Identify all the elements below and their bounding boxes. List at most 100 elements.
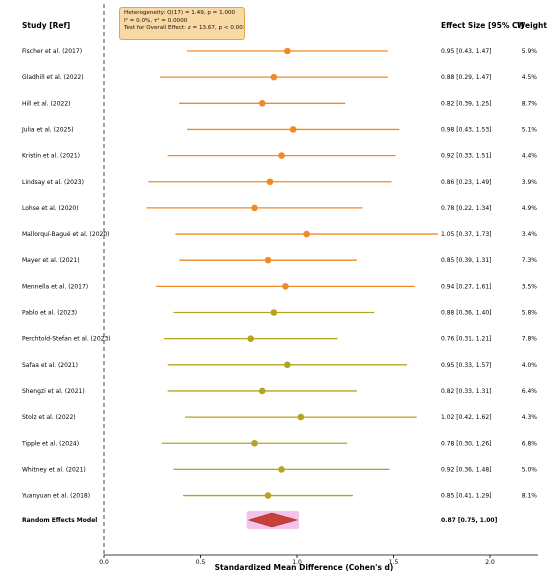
weight-text: 5.9% — [522, 48, 538, 55]
study-row: Fischer et al. (2017) 0.95 [0.43, 1.47] 5.… — [22, 47, 538, 55]
effect-point — [303, 230, 310, 238]
effect-point — [251, 204, 258, 212]
weight-text: 7.8% — [522, 336, 538, 343]
effect-point — [258, 387, 266, 395]
study-row: Kristin et al. (2021) 0.92 [0.33, 1.51] 4.… — [22, 152, 538, 160]
column-headers: Study [Ref] Effect Size [95% CI] Weight — [22, 21, 547, 30]
summary-diamond — [247, 512, 299, 528]
study-row: Lohse et al. (2020) 0.78 [0.22, 1.34] 4.9% — [22, 204, 538, 212]
weight-text: 4.9% — [522, 205, 538, 212]
summary-row: Random Effects Model 0.87 [0.75, 1.00] — [22, 511, 498, 529]
x-axis-label: Standardized Mean Difference (Cohen's d) — [215, 563, 394, 572]
weight-text: 3.4% — [522, 231, 538, 238]
weight-text: 4.0% — [522, 362, 538, 369]
study-name: Gladhill et al. (2022) — [22, 74, 84, 81]
study-row: Hill et al. (2022) 0.82 [0.39, 1.25] 8.7% — [22, 100, 537, 107]
x-axis: Standardized Mean Difference (Cohen's d)… — [99, 554, 538, 572]
effect-point — [284, 361, 291, 369]
effect-point — [284, 47, 291, 55]
effect-size-text: 1.05 [0.37, 1.73] — [441, 231, 491, 238]
effect-point — [258, 100, 266, 107]
study-name: Safaa et al. (2021) — [22, 362, 78, 369]
study-name: Hill et al. (2022) — [22, 100, 70, 107]
study-row: Safaa et al. (2021) 0.95 [0.33, 1.57] 4.0% — [22, 361, 538, 369]
study-rows: Fischer et al. (2017) 0.95 [0.43, 1.47] 5.… — [21, 47, 538, 500]
study-name: Stolz et al. (2022) — [22, 414, 76, 421]
weight-text: 6.8% — [522, 440, 538, 447]
study-row: Yuanyuan et al. (2018) 0.85 [0.41, 1.29] 8… — [21, 492, 538, 500]
heterogeneity-i2: I² = 0.0%, τ² = 0.0000 — [124, 17, 188, 24]
weight-text: 5.0% — [522, 466, 538, 473]
study-name: Shengzi et al. (2021) — [22, 388, 85, 395]
effect-point — [278, 152, 285, 159]
study-name: Fischer et al. (2017) — [22, 48, 82, 55]
effect-size-text: 0.76 [0.31, 1.21] — [441, 336, 491, 343]
study-name: Lindsay et al. (2023) — [22, 179, 84, 186]
effect-size-text: 0.92 [0.33, 1.51] — [441, 153, 491, 160]
effect-point — [282, 283, 289, 290]
weight-text: 4.5% — [522, 74, 538, 81]
effect-point — [251, 439, 258, 447]
effect-size-text: 0.85 [0.41, 1.29] — [441, 493, 491, 500]
heterogeneity-q: Heterogeneity: Q(17) = 1.49, p = 1.000 — [124, 10, 236, 16]
effect-point — [247, 335, 254, 342]
study-name: Mennella et al. (2017) — [22, 283, 88, 290]
study-name: Yuanyuan et al. (2018) — [21, 493, 90, 500]
effect-size-text: 0.95 [0.33, 1.57] — [441, 362, 491, 369]
effect-point — [289, 126, 297, 133]
weight-text: 3.9% — [522, 179, 538, 186]
effect-size-text: 0.88 [0.29, 1.47] — [441, 74, 491, 81]
effect-point — [270, 309, 278, 316]
header-effect-size: Effect Size [95% CI] — [441, 21, 524, 30]
study-name: Kristin et al. (2021) — [22, 153, 80, 160]
weight-text: 5.1% — [522, 126, 538, 133]
effect-point — [278, 466, 285, 473]
effect-point — [266, 178, 274, 186]
study-row: Mennella et al. (2017) 0.94 [0.27, 1.61] 3… — [22, 283, 537, 290]
weight-text: 8.1% — [522, 493, 538, 500]
study-name: Perchtold-Stefan et al. (2023) — [22, 336, 111, 343]
study-row: Tipple et al. (2024) 0.78 [0.30, 1.26] 6.8… — [21, 439, 538, 447]
study-name: Mayer et al. (2021) — [22, 257, 80, 264]
header-weight: Weight — [517, 21, 547, 30]
heterogeneity-box: Heterogeneity: Q(17) = 1.49, p = 1.000 I… — [119, 7, 245, 40]
x-tick-label: 2.0 — [485, 559, 495, 566]
x-tick-label: 1.0 — [292, 559, 302, 566]
study-name: Julia et al. (2025) — [21, 126, 74, 133]
study-name: Pablo et al. (2023) — [22, 310, 77, 317]
weight-text: 6.4% — [522, 388, 538, 395]
effect-size-text: 0.86 [0.23, 1.49] — [441, 179, 491, 186]
study-row: Lindsay et al. (2023) 0.86 [0.23, 1.49] 3.… — [22, 178, 538, 186]
weight-text: 3.5% — [522, 283, 538, 290]
x-tick-label: 1.5 — [389, 559, 399, 566]
weight-text: 7.3% — [522, 257, 538, 264]
study-row: Mallorquí-Bagué et al. (2020) 1.05 [0.37,… — [22, 230, 538, 238]
effect-size-text: 0.78 [0.30, 1.26] — [441, 440, 491, 447]
header-study: Study [Ref] — [22, 21, 70, 30]
effect-point — [264, 492, 272, 499]
effect-size-text: 0.98 [0.43, 1.53] — [441, 126, 491, 133]
effect-size-text: 0.82 [0.33, 1.31] — [441, 388, 491, 395]
effect-point — [297, 413, 305, 421]
summary-effect-size: 0.87 [0.75, 1.00] — [441, 517, 498, 524]
effect-point — [264, 256, 272, 264]
summary-label: Random Effects Model — [22, 517, 97, 524]
study-name: Tipple et al. (2024) — [21, 440, 79, 447]
effect-size-text: 0.82 [0.39, 1.25] — [441, 100, 491, 107]
study-row: Pablo et al. (2023) 0.88 [0.36, 1.40] 5.8% — [22, 309, 538, 317]
weight-text: 4.4% — [522, 153, 538, 160]
study-row: Whitney et al. (2021) 0.92 [0.36, 1.48] 5.… — [22, 466, 537, 473]
effect-size-text: 0.88 [0.36, 1.40] — [441, 310, 491, 317]
effect-point — [270, 73, 278, 81]
study-name: Whitney et al. (2021) — [22, 466, 86, 473]
study-row: Shengzi et al. (2021) 0.82 [0.33, 1.31] 6.… — [22, 387, 538, 395]
study-row: Mayer et al. (2021) 0.85 [0.39, 1.31] 7.3% — [22, 256, 538, 264]
weight-text: 5.8% — [522, 310, 538, 317]
study-name: Mallorquí-Bagué et al. (2020) — [22, 231, 110, 238]
x-tick-label: 0.5 — [196, 559, 206, 566]
effect-size-text: 0.95 [0.43, 1.47] — [441, 48, 491, 55]
study-row: Perchtold-Stefan et al. (2023) 0.76 [0.31… — [22, 335, 538, 343]
effect-size-text: 0.92 [0.36, 1.48] — [441, 466, 491, 473]
effect-size-text: 0.85 [0.39, 1.31] — [441, 257, 491, 264]
